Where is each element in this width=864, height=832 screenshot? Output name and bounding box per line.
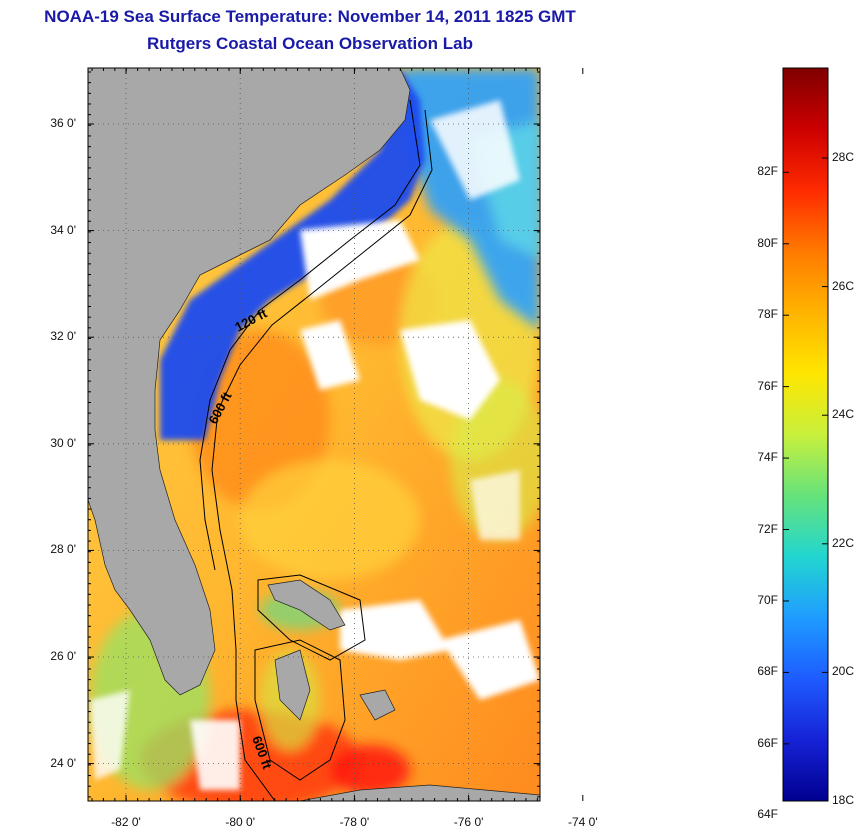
colorbar: [782, 67, 829, 802]
colorbar-label-f: 74F: [757, 450, 778, 465]
lon-label: -82 0': [111, 815, 141, 829]
colorbar-label-f: 72F: [757, 521, 778, 536]
land-southeast-us: [88, 68, 411, 696]
colorbar-label-c: 26C: [832, 278, 855, 293]
lat-label: 26 0': [50, 649, 76, 663]
lat-label: 36 0': [50, 116, 76, 130]
shelf-water: [160, 68, 425, 440]
colorbar-label-f: 78F: [757, 307, 778, 322]
ocean-sst-field: [88, 68, 540, 801]
contour-600ft: [211, 109, 433, 801]
colorbar-label-c: 28C: [832, 150, 855, 165]
colorbar-label-f: 64F: [757, 807, 778, 822]
cloud-mask: [90, 100, 540, 790]
map-title: NOAA-19 Sea Surface Temperature: Novembe…: [44, 7, 576, 26]
lon-label: -78 0': [339, 815, 370, 829]
lon-label: -80 0': [225, 815, 256, 829]
colorbar-label-c: 22C: [832, 535, 855, 550]
lat-label: 24 0': [50, 755, 76, 770]
lat-label: 32 0': [50, 329, 76, 344]
colorbar-label-f: 68F: [757, 664, 778, 679]
colorbar-label-c: 18C: [832, 793, 855, 807]
lat-label: 34 0': [50, 222, 76, 237]
colorbar-label-f: 80F: [757, 235, 778, 250]
colorbar-label-f: 70F: [757, 592, 778, 607]
colorbar-label-c: 20C: [832, 664, 855, 679]
lat-label: 28 0': [50, 542, 76, 557]
lon-label: -76 0': [453, 815, 484, 829]
colorbar-label-f: 76F: [757, 378, 778, 393]
bahamas-island: [267, 579, 346, 631]
contour-120ft: [199, 99, 421, 571]
cool-water-north: [400, 68, 540, 330]
map-frame: [87, 67, 541, 802]
contour-label: 600 ft: [249, 734, 275, 772]
bahamas-island: [274, 649, 311, 721]
cuba-coast: [299, 784, 540, 801]
colorbar-label-f: 82F: [757, 164, 778, 179]
map-subtitle: Rutgers Coastal Ocean Observation Lab: [147, 34, 473, 53]
colorbar-label-c: 24C: [832, 407, 855, 422]
contour-label: 120 ft: [232, 305, 270, 335]
colorbar-label-f: 66F: [757, 735, 778, 750]
lat-label: 30 0': [50, 435, 76, 450]
lon-label: -74 0': [567, 815, 598, 829]
contour-label: 600 ft: [205, 389, 235, 427]
bahamas-island: [359, 689, 396, 721]
